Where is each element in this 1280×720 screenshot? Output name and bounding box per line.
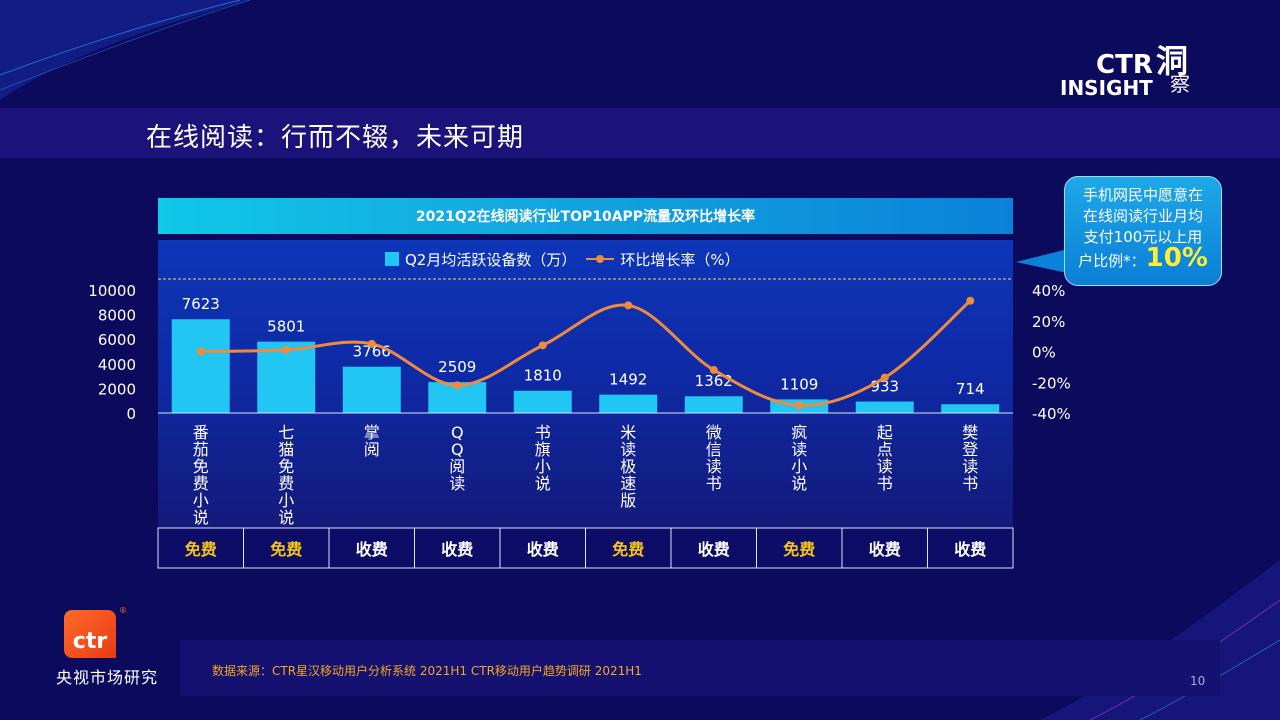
y-left-tick-label: 10000 bbox=[88, 282, 136, 300]
pricing-cell-label: 免费 bbox=[783, 540, 815, 559]
growth-rate-point bbox=[453, 381, 462, 390]
chart-title: 2021Q2在线阅读行业TOP10APP流量及环比增长率 bbox=[158, 198, 1013, 234]
pricing-cell-label: 免费 bbox=[270, 540, 302, 559]
callout-line-2: 在线阅读行业月均 bbox=[1082, 207, 1203, 225]
x-category-label: 书旗小说 bbox=[535, 423, 551, 493]
growth-rate-point bbox=[367, 339, 376, 348]
page-number: 10 bbox=[1190, 674, 1206, 688]
bar bbox=[941, 404, 1000, 413]
growth-rate-point bbox=[282, 345, 291, 354]
pricing-cell-label: 免费 bbox=[185, 540, 217, 559]
growth-rate-point bbox=[709, 365, 718, 374]
legend-bar-swatch-icon bbox=[385, 252, 399, 266]
legend-line-swatch-icon bbox=[586, 252, 615, 266]
growth-rate-point bbox=[880, 373, 889, 382]
x-category-label: 七猫免费小说 bbox=[278, 423, 294, 527]
callout-pointer bbox=[1016, 248, 1072, 274]
y-left-tick-label: 4000 bbox=[98, 356, 136, 374]
x-category-label: 米读极速版 bbox=[620, 423, 636, 510]
payment-callout: 手机网民中愿意在 在线阅读行业月均 支付100元以上用 户比例*：10% bbox=[1064, 176, 1222, 286]
y-left-tick-label: 6000 bbox=[98, 331, 136, 349]
legend-label-bars: Q2月均活跃设备数（万） bbox=[405, 250, 577, 269]
brand-ctr-text: CTR bbox=[1096, 50, 1153, 80]
y-right-tick-label: -40% bbox=[1032, 405, 1071, 423]
y-right-tick-label: 0% bbox=[1032, 344, 1056, 362]
y-left-tick-label: 8000 bbox=[98, 307, 136, 325]
company-name: 央视市场研究 bbox=[56, 668, 159, 687]
x-category-label: 掌阅 bbox=[364, 423, 380, 459]
chart-legend: Q2月均活跃设备数（万） 环比增长率（%） bbox=[385, 248, 740, 270]
bar-value-label: 1492 bbox=[609, 371, 647, 389]
bar bbox=[342, 366, 401, 413]
growth-rate-point bbox=[624, 301, 633, 310]
slide-title: 在线阅读：行而不辍，未来可期 bbox=[146, 123, 525, 153]
pricing-cell-label: 收费 bbox=[698, 540, 730, 559]
bar-value-label: 5801 bbox=[267, 318, 305, 336]
pricing-cell-label: 收费 bbox=[954, 540, 986, 559]
callout-label: 户比例*： bbox=[1078, 252, 1146, 270]
y-left-tick-label: 2000 bbox=[98, 380, 136, 398]
growth-rate-point bbox=[966, 296, 975, 305]
y-right-tick-label: 40% bbox=[1032, 282, 1065, 300]
ctr-logo-icon: ctr bbox=[64, 610, 116, 658]
bar bbox=[171, 319, 230, 413]
x-category-label: Q Q 阅读 bbox=[449, 423, 465, 493]
x-category-label: 番茄免费小说 bbox=[193, 423, 209, 527]
y-right-tick-label: -20% bbox=[1032, 374, 1071, 392]
pricing-cell-label: 收费 bbox=[527, 540, 559, 559]
bar bbox=[684, 396, 743, 413]
callout-value: 10% bbox=[1145, 243, 1208, 273]
pricing-cell-label: 免费 bbox=[612, 540, 644, 559]
title-band bbox=[0, 108, 1280, 158]
growth-rate-line bbox=[200, 299, 972, 407]
source-band bbox=[180, 640, 1220, 696]
growth-rate-point bbox=[795, 401, 804, 410]
bar-value-label: 714 bbox=[956, 380, 985, 398]
bar bbox=[855, 401, 914, 413]
pricing-cell-label: 收费 bbox=[356, 540, 388, 559]
bar-value-label: 1810 bbox=[524, 367, 562, 385]
bar-value-label: 1362 bbox=[695, 372, 733, 390]
legend-item-line: 环比增长率（%） bbox=[586, 249, 740, 270]
pricing-cell-label: 收费 bbox=[869, 540, 901, 559]
y-left-tick-label: 0 bbox=[126, 405, 136, 423]
pricing-cell-label: 收费 bbox=[441, 540, 473, 559]
x-category-label: 微信读书 bbox=[706, 423, 722, 493]
legend-item-bars: Q2月均活跃设备数（万） bbox=[385, 249, 576, 270]
bar-value-label: 2509 bbox=[438, 358, 476, 376]
growth-rate-point bbox=[538, 341, 547, 350]
legend-label-line: 环比增长率（%） bbox=[620, 250, 740, 269]
x-category-label: 疯读小说 bbox=[791, 423, 807, 493]
callout-line-4: 户比例*：10% bbox=[1065, 245, 1221, 272]
callout-line-1: 手机网民中愿意在 bbox=[1082, 186, 1203, 204]
x-category-label: 樊登读书 bbox=[962, 423, 978, 493]
brand-insight-text: INSIGHT bbox=[1060, 76, 1153, 100]
bar-value-label: 7623 bbox=[182, 295, 220, 313]
callout-line-3: 支付100元以上用 bbox=[1083, 228, 1203, 246]
bar bbox=[599, 394, 658, 413]
bar-value-label: 1109 bbox=[780, 375, 818, 393]
bar bbox=[513, 390, 572, 413]
growth-rate-point bbox=[196, 347, 205, 356]
registered-mark: ® bbox=[119, 606, 127, 615]
data-source: 数据来源：CTR星汉移动用户分析系统 2021H1 CTR移动用户趋势调研 20… bbox=[212, 664, 642, 678]
ctr-insight-brand-logo: CTR INSIGHT 洞 察 bbox=[1060, 36, 1220, 106]
brand-dong-glyph: 洞 bbox=[1156, 42, 1189, 80]
brand-cha-glyph: 察 bbox=[1170, 72, 1190, 96]
y-right-tick-label: 20% bbox=[1032, 313, 1065, 331]
x-category-label: 起点读书 bbox=[877, 423, 893, 493]
